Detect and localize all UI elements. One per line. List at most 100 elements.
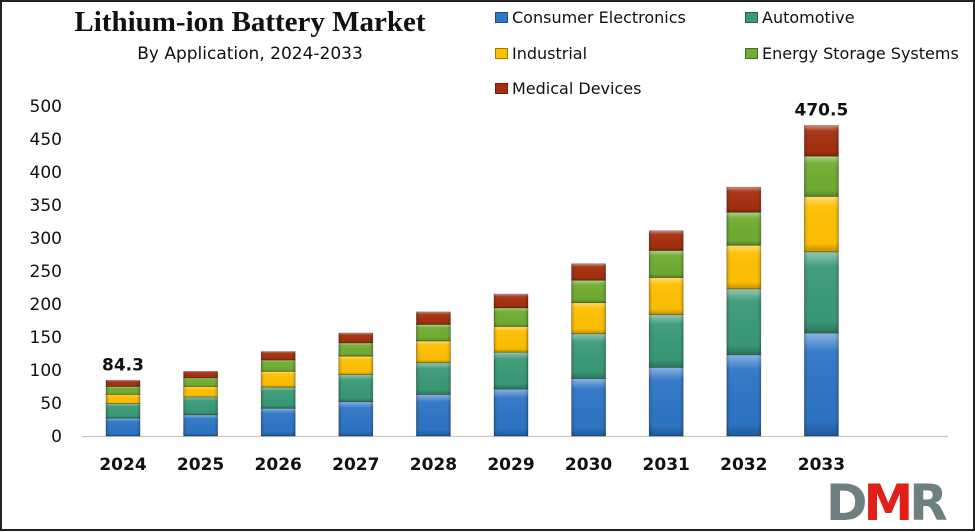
bar-segment-edge	[804, 125, 839, 157]
bar-stack-2028	[415, 311, 451, 437]
logo-letter-d: D	[826, 474, 867, 532]
legend-item-consumer-electronics: Consumer Electronics	[495, 8, 686, 27]
bar-segment-edge	[261, 351, 296, 361]
legend-swatch	[745, 12, 758, 23]
y-tick-label: 200	[30, 295, 62, 315]
bar-segment-edge	[106, 418, 140, 436]
bar-segment-edge	[338, 401, 373, 436]
x-tick-label: 2031	[643, 455, 690, 475]
bar-segment-edge	[416, 311, 451, 325]
bar-segment-edge	[261, 408, 296, 436]
legend-label: Consumer Electronics	[512, 8, 686, 27]
y-tick-label: 300	[30, 229, 62, 249]
logo-letter-m: M	[863, 474, 914, 532]
bar-segment-edge	[416, 324, 451, 341]
x-tick-label: 2025	[177, 455, 224, 475]
bar-segment-edge	[494, 326, 528, 353]
bar-segment-edge	[804, 196, 839, 252]
bar-segment-edge	[106, 394, 140, 404]
bar-stack-2027	[338, 332, 374, 437]
logo-letter-r: R	[909, 474, 947, 532]
bar-segment-edge	[726, 288, 761, 355]
y-tick-label: 400	[30, 163, 62, 183]
y-tick-label: 350	[30, 196, 62, 216]
legend-item-automotive: Automotive	[745, 8, 855, 27]
y-tick-label: 450	[30, 130, 62, 150]
bar-stack-2025	[183, 370, 219, 437]
bar-segment-edge	[106, 403, 140, 419]
y-tick-label: 0	[51, 427, 62, 447]
bar-segment-edge	[571, 378, 606, 436]
bar-segment-edge	[183, 414, 218, 436]
bar-segment-edge	[338, 374, 373, 402]
bar-segment-edge	[649, 314, 684, 368]
bar-segment-edge	[494, 389, 528, 436]
bar-segment-edge	[261, 360, 296, 372]
bar-segment-edge	[571, 333, 606, 379]
bar-segment-edge	[338, 356, 373, 375]
bar-segment-edge	[649, 277, 684, 315]
bar-segment-edge	[183, 377, 218, 387]
bar-segment-edge	[183, 371, 218, 378]
bar-segment-edge	[726, 187, 761, 213]
chart-subtitle: By Application, 2024-2033	[137, 44, 363, 64]
x-tick-label: 2027	[332, 455, 379, 475]
y-tick-label: 100	[30, 361, 62, 381]
bar-segment-edge	[183, 397, 218, 415]
bar-segment-edge	[571, 263, 606, 281]
bar-stack-2024	[105, 379, 141, 437]
y-tick-label: 500	[30, 97, 62, 117]
bar-segment-edge	[649, 250, 684, 278]
x-tick-label: 2024	[99, 455, 146, 475]
y-tick-label: 250	[30, 262, 62, 282]
legend-item-industrial: Industrial	[495, 44, 587, 63]
x-tick-label: 2026	[255, 455, 302, 475]
legend-label: Industrial	[512, 44, 588, 63]
bar-segment-edge	[804, 333, 839, 436]
legend-item-medical-devices: Medical Devices	[495, 79, 641, 98]
bar-segment-edge	[106, 380, 140, 387]
bar-segment-edge	[571, 280, 606, 303]
legend-label: Automotive	[762, 8, 855, 27]
bar-segment-edge	[106, 386, 140, 395]
bar-stack-2031	[648, 230, 684, 437]
bar-segment-edge	[571, 302, 606, 334]
bar-segment-edge	[649, 367, 684, 436]
bar-stack-2033	[804, 125, 839, 437]
bar-stack-2030	[571, 263, 606, 437]
bar-segment-edge	[416, 340, 451, 363]
bar-stack-2026	[260, 351, 296, 437]
legend-swatch	[745, 48, 758, 59]
bar-segment-edge	[726, 245, 761, 289]
bar-segment-edge	[726, 212, 761, 246]
bar-segment-edge	[494, 352, 528, 390]
x-tick-label: 2032	[720, 455, 767, 475]
bar-segment-edge	[726, 354, 761, 436]
x-tick-label: 2033	[798, 455, 845, 475]
x-tick-label: 2029	[487, 455, 534, 475]
bar-segment-edge	[416, 362, 451, 395]
bar-segment-edge	[338, 333, 373, 343]
x-tick-label: 2028	[410, 455, 457, 475]
bar-segment-edge	[804, 251, 839, 334]
bar-segment-edge	[649, 230, 684, 251]
chart-title: Lithium-ion Battery Market	[74, 6, 426, 38]
legend-label: Medical Devices	[512, 79, 642, 98]
legend-swatch	[495, 48, 508, 59]
data-label-total: 470.5	[795, 100, 849, 120]
bar-stack-2029	[493, 293, 529, 437]
bar-segment-edge	[338, 342, 373, 357]
bar-segment-edge	[183, 386, 218, 398]
bar-segment-edge	[261, 371, 296, 388]
bar-segment-edge	[416, 394, 451, 436]
data-label-total: 84.3	[102, 355, 144, 375]
y-tick-label: 150	[30, 328, 62, 348]
bar-segment-edge	[494, 294, 528, 308]
x-tick-label: 2030	[565, 455, 612, 475]
legend-label: Energy Storage Systems	[762, 44, 959, 63]
bar-segment-edge	[494, 307, 528, 327]
bar-stack-2032	[726, 186, 762, 437]
bar-segment-edge	[804, 156, 839, 197]
legend-swatch	[495, 12, 508, 23]
